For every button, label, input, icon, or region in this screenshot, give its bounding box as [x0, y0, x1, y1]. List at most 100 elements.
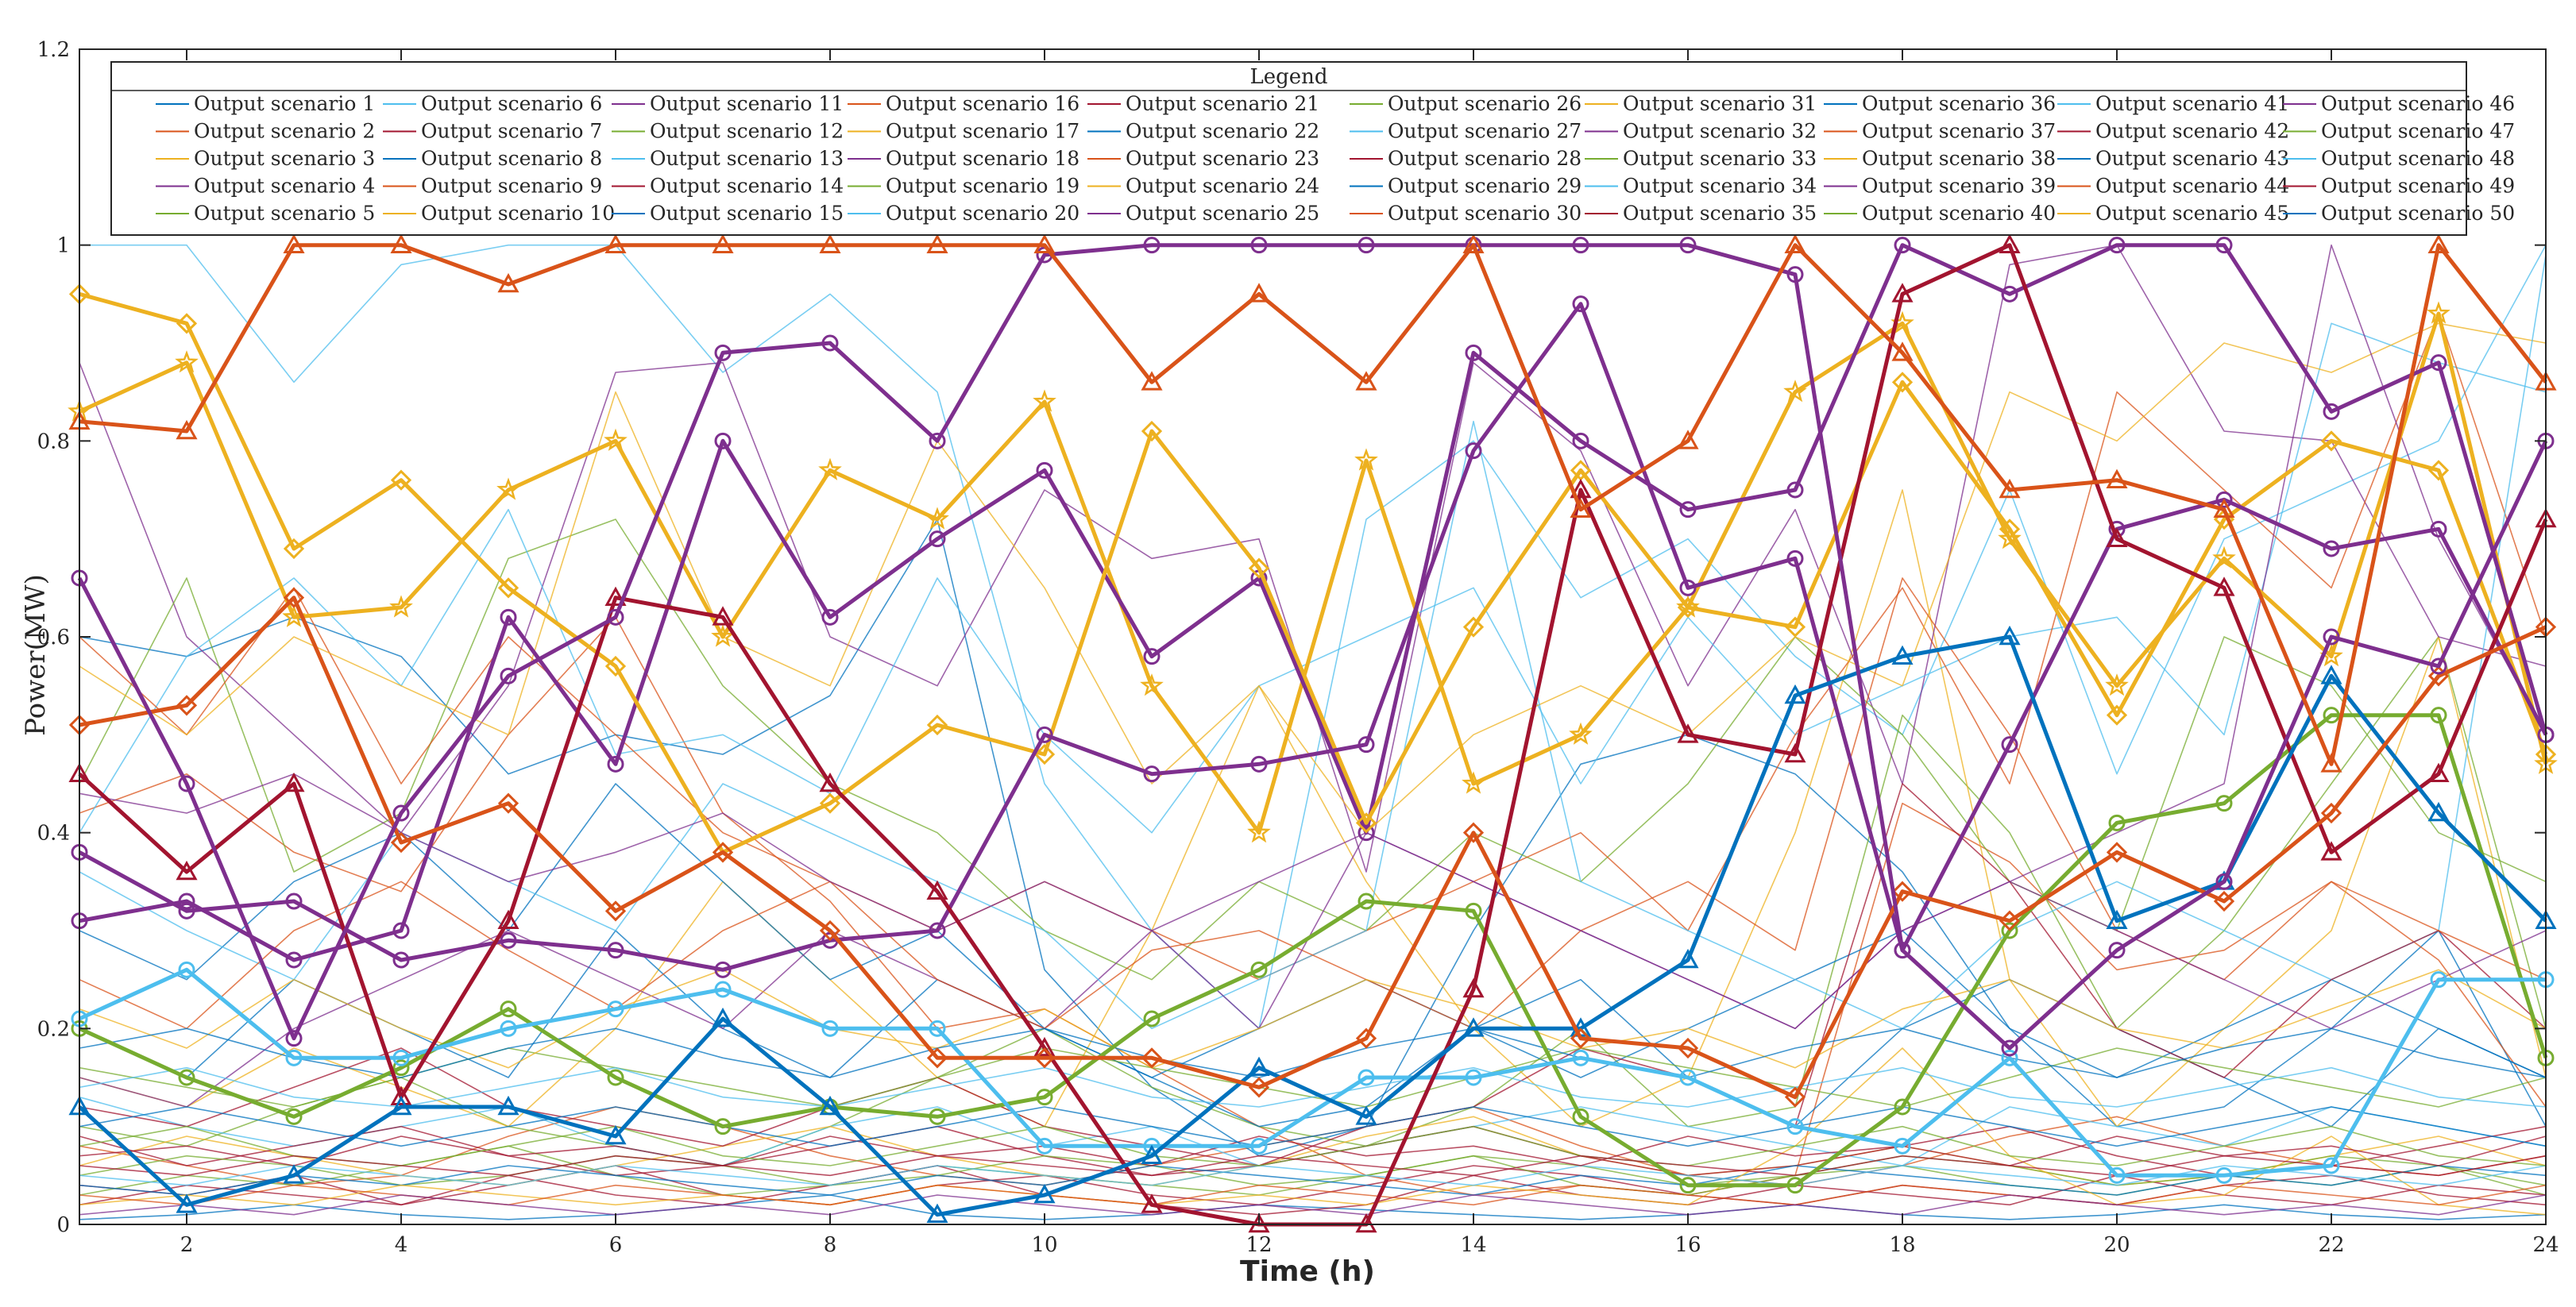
data-point-marker	[2430, 354, 2447, 372]
data-point-marker	[1570, 498, 1592, 518]
data-point-marker	[1462, 771, 1485, 794]
legend: Legend Output scenario 1 Output scenario 2…	[110, 61, 2515, 236]
data-point-marker	[1358, 237, 1375, 254]
series-line	[79, 1047, 2547, 1216]
data-point-marker	[2323, 540, 2340, 557]
legend-label: Output scenario 15	[650, 202, 844, 225]
data-point-marker	[1998, 526, 2022, 549]
x-tick-label: 12	[1246, 1233, 1272, 1257]
data-point-marker	[712, 606, 734, 626]
legend-entry: Output scenario 1	[156, 92, 375, 115]
data-point-marker	[392, 951, 410, 969]
data-point-marker	[1355, 1027, 1377, 1049]
legend-entry: Output scenario 19	[848, 175, 1079, 198]
data-point-marker	[1677, 1037, 1699, 1059]
data-point-marker	[1679, 1177, 1697, 1194]
data-point-marker	[929, 432, 946, 449]
legend-entry: Output scenario 48	[2283, 147, 2515, 170]
legend-entry: Output scenario 21	[1087, 92, 1319, 115]
legend-label: Output scenario 20	[886, 202, 1079, 225]
data-point-marker	[1679, 237, 1697, 254]
legend-entry: Output scenario 4	[156, 175, 375, 198]
data-point-marker	[2108, 814, 2126, 831]
data-point-marker	[390, 831, 412, 854]
data-point-marker	[2108, 237, 2126, 254]
legend-label: Output scenario 34	[1623, 175, 1817, 198]
data-point-marker	[2001, 1039, 2018, 1057]
data-point-marker	[714, 961, 732, 978]
y-tick-label: 1	[56, 234, 70, 258]
data-point-marker	[821, 608, 839, 626]
legend-label: Output scenario 40	[1862, 202, 2056, 225]
data-point-marker	[2001, 285, 2018, 303]
data-point-marker	[2106, 842, 2128, 863]
series-scenario-1	[79, 1194, 2547, 1220]
data-point-marker	[1572, 1108, 1589, 1125]
data-point-marker	[1570, 1027, 1592, 1049]
legend-label: Output scenario 22	[1126, 120, 1319, 143]
data-point-marker	[1465, 344, 1482, 361]
data-point-marker	[178, 902, 195, 920]
data-point-marker	[1250, 1137, 1268, 1155]
y-tick-label: 0.4	[37, 822, 70, 846]
legend-label: Output scenario 10	[421, 202, 615, 225]
data-point-marker	[1572, 1049, 1589, 1066]
data-point-marker	[2106, 527, 2128, 547]
data-point-marker	[2108, 942, 2126, 959]
legend-entry: Output scenario 28	[1350, 147, 1582, 170]
data-point-marker	[2320, 430, 2342, 452]
legend-label: Output scenario 44	[2095, 175, 2289, 198]
data-point-marker	[2106, 468, 2128, 488]
data-point-marker	[821, 1020, 839, 1037]
data-point-marker	[283, 233, 305, 253]
data-point-marker	[1354, 448, 1378, 471]
legend-entry: Output scenario 2	[156, 120, 375, 143]
data-point-marker	[1786, 481, 1804, 499]
data-point-marker	[1462, 233, 1485, 253]
data-point-marker	[392, 922, 410, 939]
legend-label: Output scenario 42	[2095, 120, 2289, 143]
data-point-marker	[283, 538, 305, 560]
data-point-marker	[1679, 579, 1697, 596]
series-scenario-47	[79, 1125, 2547, 1166]
data-point-marker	[2427, 233, 2450, 253]
legend-label: Output scenario 49	[2321, 175, 2515, 198]
data-point-marker	[175, 350, 199, 373]
data-point-marker	[1036, 1089, 1053, 1106]
data-point-marker	[176, 419, 198, 440]
legend-entry: Output scenario 49	[2283, 175, 2515, 198]
data-point-marker	[1250, 961, 1268, 978]
data-point-marker	[607, 1069, 624, 1086]
data-point-marker	[497, 1095, 519, 1116]
data-point-marker	[1358, 736, 1375, 754]
series-scenario-49	[79, 1155, 2547, 1177]
series-line	[79, 322, 2547, 834]
legend-entry: Output scenario 5	[156, 202, 375, 225]
series-line	[79, 243, 2548, 962]
data-point-marker	[176, 313, 198, 334]
data-point-marker	[1250, 755, 1268, 773]
series-line	[78, 302, 2548, 972]
series-line	[78, 713, 2548, 1188]
x-axis-label: Time (h)	[1240, 1255, 1375, 1288]
data-point-marker	[285, 893, 303, 910]
data-point-marker	[604, 1124, 627, 1145]
legend-entry: Output scenario 23	[1087, 147, 1319, 170]
data-point-marker	[2323, 403, 2340, 420]
data-point-marker	[1891, 881, 1914, 902]
legend-entry: Output scenario 37	[1824, 120, 2056, 143]
y-tick-label: 0.8	[37, 430, 70, 453]
data-point-marker	[1033, 1036, 1056, 1057]
series-line	[79, 1165, 2547, 1186]
data-point-marker	[2001, 736, 2018, 754]
data-point-marker	[1036, 1137, 1053, 1155]
x-tick-label: 16	[1674, 1233, 1701, 1257]
data-point-marker	[500, 1000, 517, 1018]
legend-label: Output scenario 48	[2321, 147, 2515, 170]
legend-label: Output scenario 23	[1126, 147, 1319, 170]
data-point-marker	[1784, 616, 1806, 638]
data-point-marker	[1783, 380, 1807, 403]
data-point-marker	[2427, 762, 2450, 782]
legend-entry: Output scenario 39	[1824, 175, 2056, 198]
